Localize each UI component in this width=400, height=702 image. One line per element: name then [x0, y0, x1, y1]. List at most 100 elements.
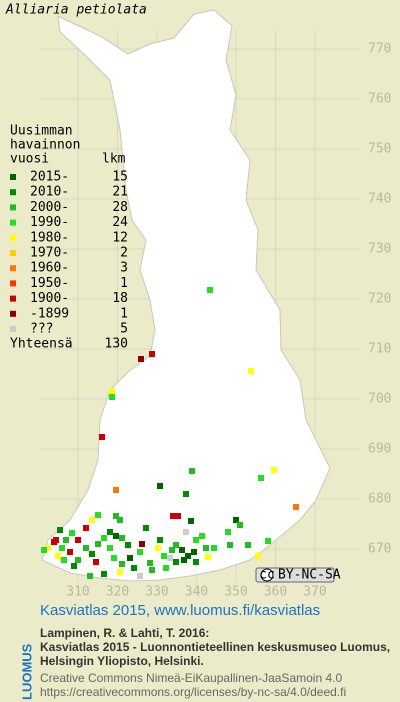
observation-square	[183, 529, 189, 535]
observation-square	[99, 434, 105, 440]
observation-square	[59, 545, 65, 551]
observation-square	[69, 530, 75, 536]
observation-square	[113, 513, 119, 519]
observation-square	[191, 549, 197, 555]
legend-count: 28	[112, 200, 128, 215]
observation-square	[55, 553, 61, 559]
license-badge: BY-NC-SA	[278, 568, 341, 583]
observation-square	[113, 533, 119, 539]
legend-label: 2010-	[30, 185, 69, 200]
observation-square	[57, 527, 63, 533]
observation-square	[75, 537, 81, 543]
observation-square	[149, 351, 155, 357]
legend-label: 1900-	[30, 291, 69, 306]
observation-square	[147, 560, 153, 566]
observation-square	[255, 553, 261, 559]
observation-square	[265, 538, 271, 544]
legend-swatch	[10, 310, 16, 317]
legend-total: 130	[105, 337, 128, 352]
observation-square	[107, 529, 113, 535]
observation-square	[149, 567, 155, 573]
observation-square	[109, 394, 115, 400]
license-line: https://creativecommons.org/licenses/by-…	[40, 685, 346, 699]
y-tick-label: 690	[368, 442, 391, 457]
observation-square	[167, 555, 173, 561]
legend-count: 24	[112, 215, 128, 230]
observation-square	[181, 557, 187, 563]
observation-square	[127, 555, 133, 561]
x-tick-label: 310	[66, 585, 89, 600]
cc-logo: cc	[259, 568, 275, 583]
legend-count: 3	[120, 261, 128, 276]
observation-square	[205, 554, 211, 560]
observation-square	[101, 571, 107, 577]
legend-label: 1950-	[30, 276, 69, 291]
observation-square	[107, 545, 113, 551]
observation-square	[163, 565, 169, 571]
observation-square	[157, 483, 163, 489]
observation-square	[117, 517, 123, 523]
observation-square	[179, 547, 185, 553]
license-line: Creative Commons Nimeä-EiKaupallinen-Jaa…	[40, 671, 342, 685]
legend-swatch	[10, 174, 16, 180]
observation-squares	[41, 287, 299, 579]
y-tick-label: 750	[368, 142, 391, 157]
observation-square	[95, 512, 101, 518]
legend-swatch	[10, 219, 16, 226]
observation-square	[67, 549, 73, 555]
observation-square	[225, 529, 231, 535]
observation-square	[245, 542, 251, 548]
observation-square	[109, 388, 115, 394]
headline: Kasviatlas 2015, www.luomus.fi/kasviatla…	[40, 602, 320, 619]
legend-count-header: lkm	[102, 152, 126, 167]
citation-line: Lampinen, R. & Lahti, T. 2016:	[40, 626, 209, 640]
legend-header: Uusimman	[10, 124, 73, 139]
legend-swatch	[10, 265, 16, 272]
legend-swatch	[10, 326, 16, 332]
observation-square	[169, 547, 175, 553]
y-tick-label: 770	[368, 42, 391, 57]
observation-square	[173, 542, 179, 548]
observation-square	[155, 545, 161, 551]
observation-square	[157, 537, 163, 543]
y-tick-label: 700	[368, 392, 391, 407]
legend-label: 1990-	[30, 215, 69, 230]
x-tick-label: 350	[224, 585, 247, 600]
observation-square	[138, 356, 144, 362]
x-tick-label: 370	[303, 585, 326, 600]
observation-square	[83, 545, 89, 551]
observation-square	[188, 518, 194, 524]
species-title: Alliaria petiolata	[5, 3, 147, 18]
y-tick-label: 680	[368, 492, 391, 507]
observation-square	[101, 535, 107, 541]
x-tick-label: 360	[264, 585, 287, 600]
legend-count: 1	[120, 276, 128, 291]
observation-square	[189, 468, 195, 474]
legend-label: 2015-	[30, 170, 69, 185]
observation-square	[175, 513, 181, 519]
legend-label: 1960-	[30, 261, 69, 276]
observation-square	[95, 541, 101, 547]
legend-count: 18	[112, 291, 128, 306]
observation-square	[71, 563, 77, 569]
x-tick-label: 340	[185, 585, 208, 600]
observation-square	[211, 545, 217, 551]
observation-square	[83, 525, 89, 531]
observation-square	[193, 559, 199, 565]
observation-square	[89, 517, 95, 523]
observation-square	[185, 553, 191, 559]
citation-line: Helsingin Yliopisto, Helsinki.	[40, 654, 204, 668]
observation-square	[143, 525, 149, 531]
observation-square	[117, 569, 123, 575]
legend-count: 5	[120, 322, 128, 337]
observation-square	[248, 368, 254, 374]
y-tick-label: 670	[368, 542, 391, 557]
legend-swatch	[10, 250, 16, 256]
x-tick-label: 320	[106, 585, 129, 600]
observation-square	[237, 522, 243, 528]
observation-square	[137, 549, 143, 555]
legend-header: vuosi	[10, 152, 49, 167]
legend-count: 2	[120, 246, 128, 261]
legend-swatch	[10, 189, 16, 196]
